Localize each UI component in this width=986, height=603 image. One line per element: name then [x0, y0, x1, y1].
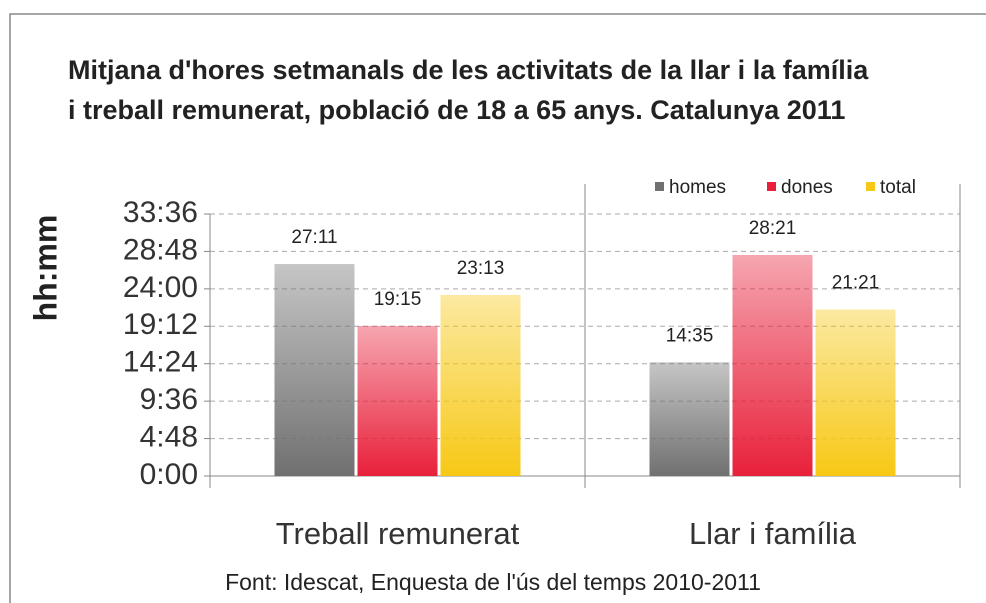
bar — [815, 309, 896, 476]
bar — [357, 325, 438, 476]
frame — [9, 13, 986, 603]
bar — [274, 264, 355, 476]
x-tick-label: Llar i família — [689, 516, 857, 551]
data-label: 21:21 — [832, 273, 880, 294]
legend-label: total — [880, 177, 916, 198]
y-tick-label: 33:36 — [123, 196, 198, 229]
y-tick-label: 0:00 — [140, 458, 198, 491]
bar — [440, 294, 521, 476]
y-tick-label: 14:24 — [123, 346, 198, 379]
data-label: 28:21 — [749, 218, 797, 239]
legend-label: homes — [669, 177, 726, 198]
x-tick-label: Treball remunerat — [276, 516, 520, 551]
y-tick-label: 24:00 — [123, 271, 198, 304]
y-axis-label: hh:mm — [27, 215, 63, 322]
bar — [732, 254, 813, 476]
data-label: 19:15 — [374, 289, 422, 310]
chart-title: i treball remunerat, població de 18 a 65… — [68, 95, 845, 125]
data-label: 23:13 — [457, 258, 505, 279]
legend-swatch — [655, 182, 664, 191]
data-label: 27:11 — [291, 227, 337, 248]
bar — [649, 362, 730, 476]
y-tick-label: 19:12 — [123, 308, 198, 341]
y-tick-label: 9:36 — [140, 383, 198, 416]
y-tick-label: 28:48 — [123, 233, 198, 266]
legend-label: dones — [781, 177, 833, 198]
legend-swatch — [866, 182, 875, 191]
legend-swatch — [767, 182, 776, 191]
source: Font: Idescat, Enquesta de l'ús del temp… — [225, 569, 761, 595]
chart-title: Mitjana d'hores setmanals de les activit… — [68, 55, 869, 85]
data-label: 14:35 — [666, 325, 714, 346]
y-tick-label: 4:48 — [140, 420, 198, 453]
